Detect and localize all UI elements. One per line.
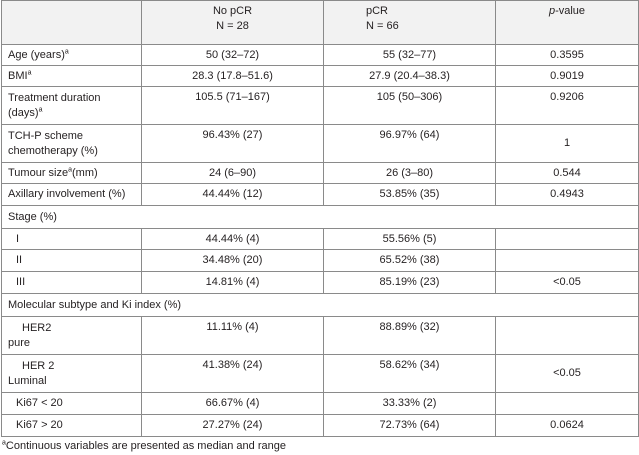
row-label: Ki67 < 20 (1, 392, 142, 415)
row-label: III (1, 271, 142, 294)
row-label: Tumour sizea(mm) (1, 162, 142, 184)
cell-p-value: 0.3595 (495, 44, 639, 66)
cell-p-value: <0.05 (495, 271, 639, 294)
cell-no-pcr: 11.11% (4) (141, 316, 324, 355)
footnote: aContinuous variables are presented as m… (2, 439, 286, 452)
cell-pcr: 55.56% (5) (323, 228, 496, 250)
cell-no-pcr: 105.5 (71–167) (141, 86, 324, 125)
table-row: III 14.81% (4) 85.19% (23) <0.05 (1, 271, 639, 294)
cell-no-pcr: 14.81% (4) (141, 271, 324, 294)
cell-p-value: 0.4943 (495, 183, 639, 206)
cell-p-value: 0.544 (495, 162, 639, 184)
cell-no-pcr: 34.48% (20) (141, 249, 324, 272)
table-row: TCH-P scheme chemotherapy (%) 96.43% (27)… (1, 124, 639, 163)
section-header-molecular: Molecular subtype and Ki index (%) (1, 293, 639, 317)
cell-p-value (495, 249, 639, 272)
row-label: Axillary involvement (%) (1, 183, 142, 206)
table-row: Ki67 < 20 66.67% (4) 33.33% (2) (1, 392, 639, 415)
cell-pcr: 72.73% (64) (323, 414, 496, 437)
cell-pcr: 53.85% (35) (323, 183, 496, 206)
row-label: I (1, 228, 142, 250)
cell-no-pcr: 50 (32–72) (141, 44, 324, 66)
table-row: BMIa 28.3 (17.8–51.6) 27.9 (20.4–38.3) 0… (1, 65, 639, 87)
header-p-value: p-value (495, 0, 639, 45)
cell-p-value: 0.9019 (495, 65, 639, 87)
table-row: I 44.44% (4) 55.56% (5) (1, 228, 639, 250)
cell-p-value (495, 392, 639, 415)
table-row: Ki67 > 20 27.27% (24) 72.73% (64) 0.0624 (1, 414, 639, 437)
cell-no-pcr: 24 (6–90) (141, 162, 324, 184)
row-label: TCH-P scheme chemotherapy (%) (1, 124, 142, 163)
cell-pcr: 58.62% (34) (323, 354, 496, 393)
cell-pcr: 55 (32–77) (323, 44, 496, 66)
header-no-pcr: No pCR N = 28 (141, 0, 324, 45)
cell-p-value: 1 (495, 124, 639, 163)
cell-no-pcr: 44.44% (12) (141, 183, 324, 206)
cell-pcr: 85.19% (23) (323, 271, 496, 294)
header-empty (1, 0, 142, 45)
section-title: Molecular subtype and Ki index (%) (1, 293, 639, 317)
cell-p-value (495, 228, 639, 250)
table-row: Age (years)a 50 (32–72) 55 (32–77) 0.359… (1, 44, 639, 66)
cell-pcr: 27.9 (20.4–38.3) (323, 65, 496, 87)
table-row: Tumour sizea(mm) 24 (6–90) 26 (3–80) 0.5… (1, 162, 639, 184)
row-label: Ki67 > 20 (1, 414, 142, 437)
header-row: No pCR N = 28 pCR N = 66 p-value (1, 0, 639, 45)
cell-p-value: <0.05 (495, 354, 639, 393)
row-label: BMIa (1, 65, 142, 87)
cell-pcr: 33.33% (2) (323, 392, 496, 415)
cell-no-pcr: 28.3 (17.8–51.6) (141, 65, 324, 87)
table-row: II 34.48% (20) 65.52% (38) (1, 249, 639, 272)
results-table: No pCR N = 28 pCR N = 66 p-value Age (ye… (1, 0, 639, 437)
cell-p-value: 0.0624 (495, 414, 639, 437)
cell-no-pcr: 41.38% (24) (141, 354, 324, 393)
table-row: HER2 pure 11.11% (4) 88.89% (32) (1, 316, 639, 355)
cell-no-pcr: 27.27% (24) (141, 414, 324, 437)
cell-no-pcr: 44.44% (4) (141, 228, 324, 250)
section-header-stage: Stage (%) (1, 205, 639, 229)
row-label: HER2 pure (1, 316, 142, 355)
cell-pcr: 65.52% (38) (323, 249, 496, 272)
row-label: Age (years)a (1, 44, 142, 66)
cell-pcr: 26 (3–80) (323, 162, 496, 184)
section-title: Stage (%) (1, 205, 639, 229)
table-row: Axillary involvement (%) 44.44% (12) 53.… (1, 183, 639, 206)
header-pcr: pCR N = 66 (323, 0, 496, 45)
cell-pcr: 105 (50–306) (323, 86, 496, 125)
cell-p-value (495, 316, 639, 355)
row-label: II (1, 249, 142, 272)
cell-pcr: 96.97% (64) (323, 124, 496, 163)
table-row: HER 2 Luminal 41.38% (24) 58.62% (34) <0.… (1, 354, 639, 393)
cell-no-pcr: 96.43% (27) (141, 124, 324, 163)
cell-p-value: 0.9206 (495, 86, 639, 125)
cell-pcr: 88.89% (32) (323, 316, 496, 355)
table-row: Treatment duration (days)a 105.5 (71–167)… (1, 86, 639, 125)
row-label: HER 2 Luminal (1, 354, 142, 393)
cell-no-pcr: 66.67% (4) (141, 392, 324, 415)
row-label: Treatment duration (days)a (1, 86, 142, 125)
